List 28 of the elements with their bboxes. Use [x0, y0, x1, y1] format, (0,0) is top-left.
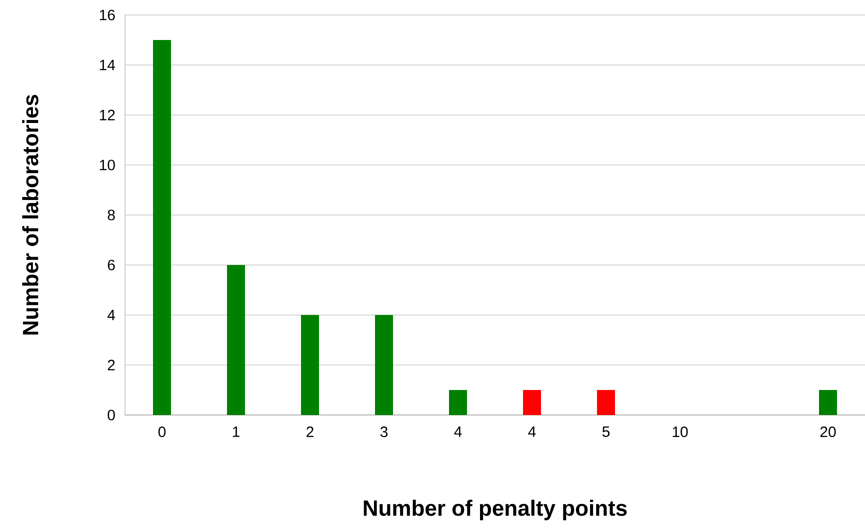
bar [449, 390, 468, 415]
bar [819, 390, 838, 415]
x-tick-label: 5 [602, 426, 610, 437]
x-tick-label: 2 [306, 426, 314, 437]
y-tick-label: 16 [100, 10, 115, 20]
x-tick-label: 3 [380, 426, 388, 438]
x-tick-label: 10 [672, 426, 688, 438]
x-tick-label: 0 [158, 426, 166, 438]
y-tick-label: 0 [108, 410, 115, 420]
x-tick-label: 20 [820, 426, 836, 438]
x-tick-label: 4 [528, 426, 536, 437]
bar [153, 40, 171, 415]
bar [301, 315, 320, 415]
bar [523, 390, 542, 415]
y-tick-label: 2 [108, 360, 115, 370]
x-axis-title: Number of penalty points [364, 500, 627, 520]
y-tick-label: 12 [100, 110, 115, 120]
bar [227, 265, 246, 415]
y-tick-label: 14 [100, 60, 116, 70]
bar [597, 390, 616, 415]
y-tick-label: 6 [108, 260, 115, 270]
x-tick-label: 1 [232, 426, 240, 437]
y-axis-title: Number of laboratories [22, 94, 38, 335]
bar [375, 315, 394, 415]
x-tick-label: 4 [454, 426, 462, 437]
y-tick-label: 4 [107, 310, 116, 320]
y-tick-label: 8 [108, 210, 115, 220]
y-tick-label: 10 [100, 160, 115, 170]
